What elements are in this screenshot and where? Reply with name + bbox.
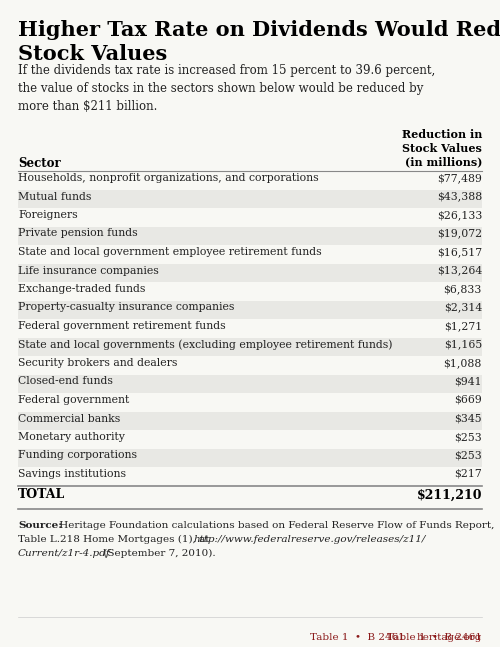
Text: Private pension funds: Private pension funds: [18, 228, 138, 239]
Text: Table L.218 Home Mortgages (1), at: Table L.218 Home Mortgages (1), at: [18, 534, 213, 543]
Text: Current/z1r-4.pdf: Current/z1r-4.pdf: [18, 549, 110, 558]
Text: Table 1  •  B 2461: Table 1 • B 2461: [387, 633, 482, 642]
Text: Life insurance companies: Life insurance companies: [18, 265, 159, 276]
Text: $1,271: $1,271: [444, 321, 482, 331]
Text: Table 1  •  B 2461: Table 1 • B 2461: [310, 633, 405, 642]
Bar: [18, 338, 482, 356]
Text: $217: $217: [454, 469, 482, 479]
Text: $211,210: $211,210: [416, 488, 482, 501]
Text: Mutual funds: Mutual funds: [18, 192, 92, 201]
Text: $43,388: $43,388: [437, 192, 482, 201]
Text: $2,314: $2,314: [444, 303, 482, 313]
Bar: [18, 226, 482, 245]
Bar: [18, 300, 482, 319]
Text: Higher Tax Rate on Dividends Would Reduce: Higher Tax Rate on Dividends Would Reduc…: [18, 20, 500, 40]
Text: Commercial banks: Commercial banks: [18, 413, 120, 424]
Text: Federal government retirement funds: Federal government retirement funds: [18, 321, 226, 331]
Text: $345: $345: [454, 413, 482, 424]
Text: Savings institutions: Savings institutions: [18, 469, 126, 479]
Bar: [18, 375, 482, 393]
Text: Households, nonprofit organizations, and corporations: Households, nonprofit organizations, and…: [18, 173, 318, 183]
Text: Source:: Source:: [18, 520, 62, 529]
Text: TOTAL: TOTAL: [18, 488, 65, 501]
Text: $1,165: $1,165: [444, 340, 482, 349]
Text: $669: $669: [454, 395, 482, 405]
Bar: [18, 263, 482, 282]
Bar: [18, 411, 482, 430]
Text: heritage.org: heritage.org: [416, 633, 482, 642]
Text: Property-casualty insurance companies: Property-casualty insurance companies: [18, 303, 234, 313]
Text: If the dividends tax rate is increased from 15 percent to 39.6 percent,
the valu: If the dividends tax rate is increased f…: [18, 64, 435, 113]
Text: $77,489: $77,489: [437, 173, 482, 183]
Text: $13,264: $13,264: [437, 265, 482, 276]
Bar: [18, 190, 482, 208]
Text: Foreigners: Foreigners: [18, 210, 78, 220]
Text: State and local government employee retirement funds: State and local government employee reti…: [18, 247, 322, 257]
Text: $6,833: $6,833: [444, 284, 482, 294]
Text: Stock Values: Stock Values: [18, 44, 167, 64]
Text: Security brokers and dealers: Security brokers and dealers: [18, 358, 178, 368]
Text: Reduction in
Stock Values
(in millions): Reduction in Stock Values (in millions): [402, 129, 482, 168]
Text: $1,088: $1,088: [444, 358, 482, 368]
Text: $941: $941: [454, 377, 482, 386]
Bar: [18, 448, 482, 467]
Text: Funding corporations: Funding corporations: [18, 450, 137, 461]
Text: Heritage Foundation calculations based on Federal Reserve Flow of Funds Report,: Heritage Foundation calculations based o…: [56, 520, 494, 529]
Text: Monetary authority: Monetary authority: [18, 432, 125, 442]
Text: Federal government: Federal government: [18, 395, 129, 405]
Text: $19,072: $19,072: [437, 228, 482, 239]
Text: State and local governments (excluding employee retirement funds): State and local governments (excluding e…: [18, 340, 392, 350]
Text: Sector: Sector: [18, 157, 61, 170]
Text: $26,133: $26,133: [436, 210, 482, 220]
Text: $16,517: $16,517: [437, 247, 482, 257]
Text: Closed-end funds: Closed-end funds: [18, 377, 113, 386]
Text: Exchange-traded funds: Exchange-traded funds: [18, 284, 146, 294]
Text: $253: $253: [454, 432, 482, 442]
Text: http://www.federalreserve.gov/releases/z11/: http://www.federalreserve.gov/releases/z…: [193, 534, 426, 543]
Text: (September 7, 2010).: (September 7, 2010).: [100, 549, 216, 558]
Text: $253: $253: [454, 450, 482, 461]
